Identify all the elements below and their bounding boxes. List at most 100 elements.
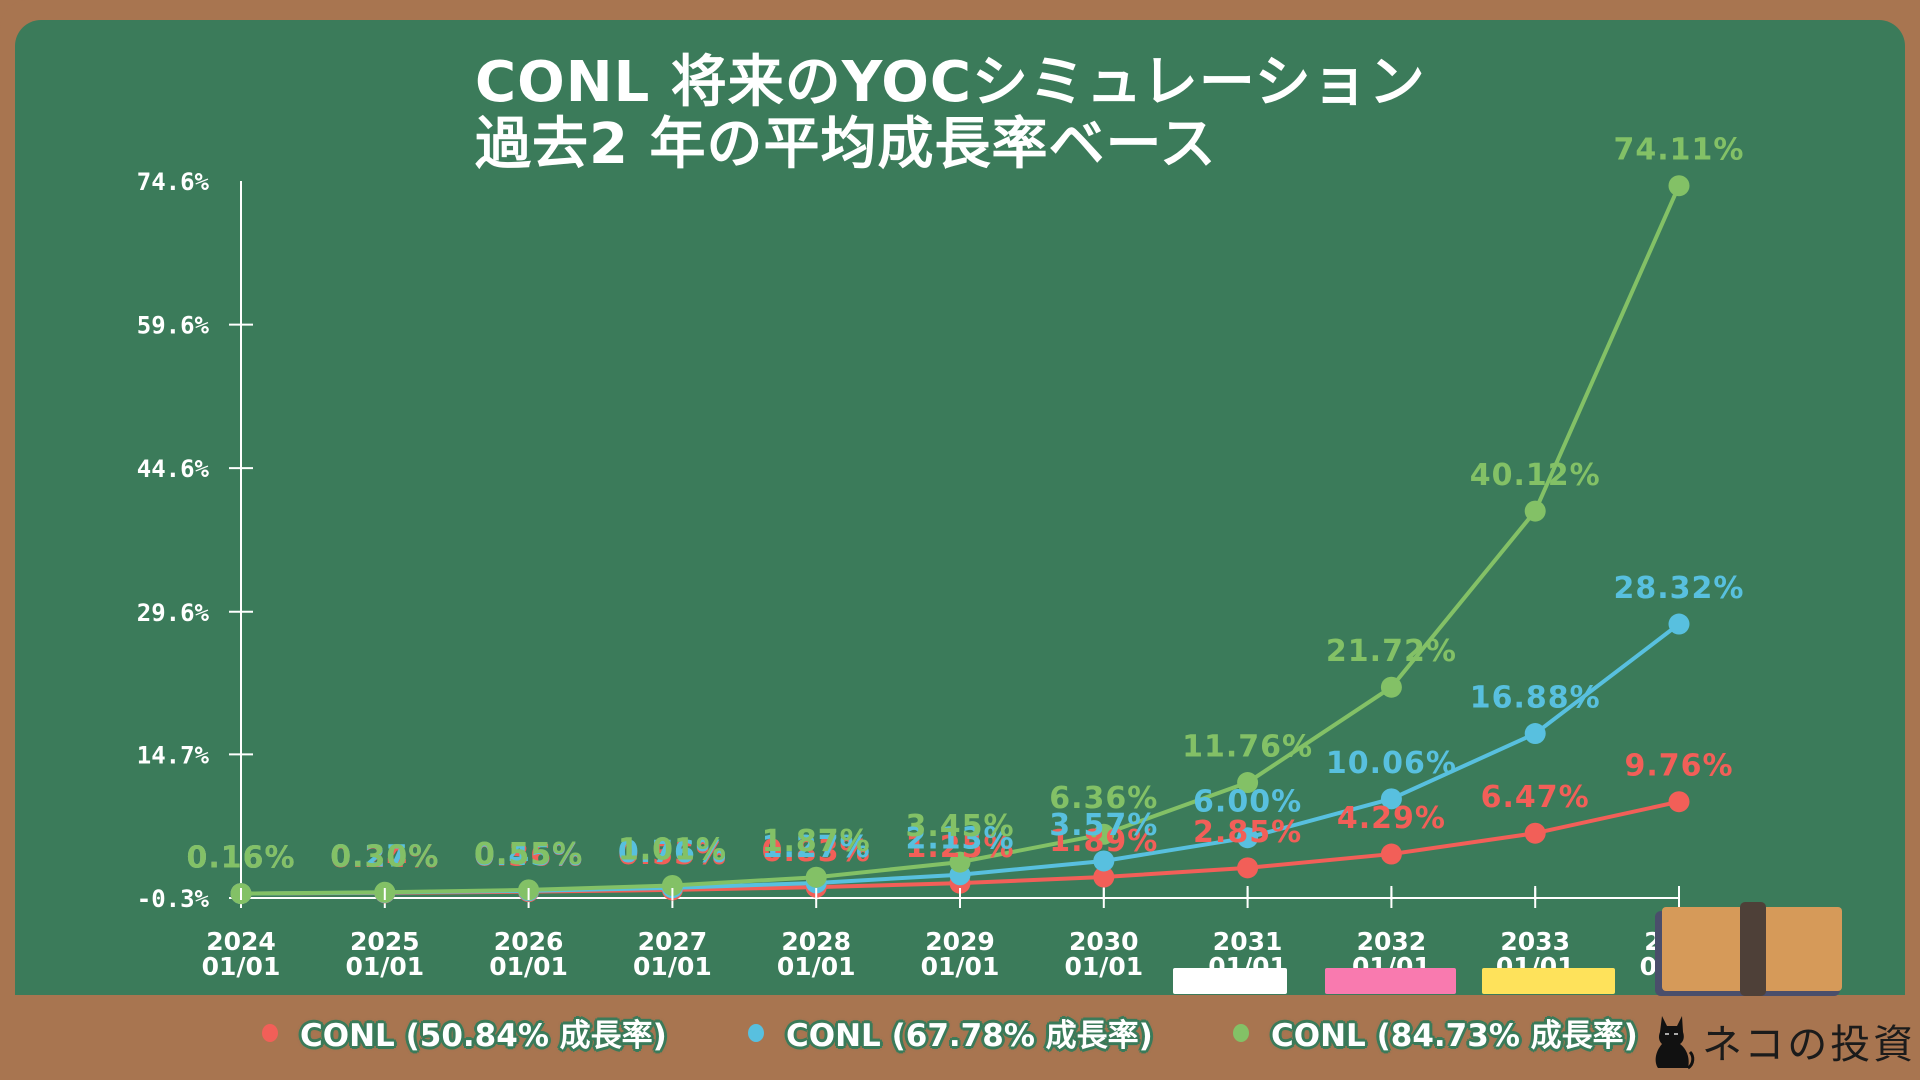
chart-series (230, 175, 1690, 905)
x-tick-label-date: 01/01 (202, 952, 281, 981)
data-point[interactable] (1380, 843, 1402, 865)
data-label: 6.47% (1481, 780, 1590, 815)
legend-item-blue[interactable]: CONL (67.78% 成長率) (748, 1010, 1153, 1055)
legend-dot-icon (262, 1023, 278, 1042)
data-label: 0.16% (186, 841, 295, 876)
data-label: 0.24% (330, 840, 439, 875)
data-label: 0.83% (762, 834, 871, 869)
y-tick-label: -0.3% (137, 885, 210, 913)
data-label: 6.36% (1049, 781, 1158, 816)
legend-label: CONL (67.78% 成長率) (786, 1018, 1153, 1054)
data-label: 0.76% (618, 835, 727, 870)
x-tick-label-year: 2033 (1500, 927, 1570, 956)
chalkboard (15, 20, 1905, 995)
data-point[interactable] (1237, 772, 1259, 794)
legend-item-green[interactable]: CONL (84.73% 成長率) (1233, 1010, 1638, 1055)
legend-dot-icon (748, 1023, 764, 1042)
x-tick-label-date: 01/01 (489, 952, 568, 981)
data-label: 3.45% (905, 809, 1014, 844)
data-point[interactable] (805, 866, 827, 888)
brand-logo: ネコの投資 (1650, 1012, 1916, 1070)
data-label: 0.36% (474, 839, 583, 874)
x-tick-label-year: 2024 (206, 927, 276, 956)
chart-title: CONL 将来のYOCシミュレーション 過去2 年の平均成長率ベース (475, 52, 1426, 176)
data-label: 1.27% (762, 830, 871, 865)
y-tick-label: 59.6% (137, 312, 210, 340)
data-label: 1.87% (762, 824, 871, 859)
data-point[interactable] (1524, 822, 1546, 844)
x-tick-label-date: 01/01 (345, 952, 424, 981)
data-label: 16.88% (1470, 681, 1601, 716)
chart-title-line1: CONL 将来のYOCシミュレーション (475, 50, 1426, 115)
data-label: 28.32% (1614, 571, 1745, 606)
data-point[interactable] (1668, 175, 1690, 197)
data-point[interactable] (1668, 613, 1690, 635)
data-point[interactable] (1380, 788, 1402, 810)
data-point[interactable] (1093, 823, 1115, 845)
x-tick-label-year: 2032 (1357, 927, 1427, 956)
y-tick-label: 29.6% (137, 599, 210, 627)
book-band (1740, 902, 1766, 996)
black-cat-icon (1655, 1016, 1695, 1070)
book-decoration (1655, 902, 1842, 996)
data-label: 0.55% (474, 837, 583, 872)
y-tick-label: 44.6% (137, 455, 210, 483)
data-point[interactable] (1524, 723, 1546, 745)
data-label: 0.27% (330, 840, 439, 875)
legend-label: CONL (84.73% 成長率) (1271, 1018, 1638, 1054)
data-label: 11.76% (1182, 730, 1313, 765)
x-tick-label-year: 2029 (925, 927, 995, 956)
data-label: 9.76% (1624, 749, 1733, 784)
series-line (240, 184, 1681, 896)
y-tick-label: 74.6% (137, 168, 210, 196)
chalk-yellow (1482, 968, 1615, 994)
data-label: 6.00% (1193, 785, 1302, 820)
x-tick-label-date: 01/01 (921, 952, 1000, 981)
data-label: 0.55% (618, 837, 727, 872)
data-point[interactable] (949, 851, 971, 873)
data-point[interactable] (1237, 857, 1259, 879)
data-point[interactable] (1093, 866, 1115, 888)
x-tick-label-year: 2026 (494, 927, 564, 956)
chalk-pink (1325, 968, 1456, 994)
y-tick-label: 14.7% (137, 741, 210, 769)
data-labels: 0.16% 0.24% 0.36% 0.55% 0.83% 1.25% 1.89% 2.85%… (186, 133, 1745, 876)
data-label: 0.16% (186, 841, 295, 876)
data-label: 0.30% (330, 839, 439, 874)
data-point[interactable] (1093, 850, 1115, 872)
data-label: 40.12% (1470, 458, 1601, 493)
chart-legend: CONL (50.84% 成長率) CONL (67.78% 成長率) CONL… (0, 1010, 1920, 1060)
legend-item-red[interactable]: CONL (50.84% 成長率) (262, 1010, 667, 1055)
x-tick-label-date: 01/01 (1064, 952, 1143, 981)
chart-title-line2: 過去2 年の平均成長率ベース (475, 112, 1217, 177)
data-label: 2.85% (1193, 815, 1302, 850)
data-label: 1.25% (905, 830, 1014, 865)
data-label: 21.72% (1326, 634, 1457, 669)
data-label: 2.13% (905, 822, 1014, 857)
data-label: 1.89% (1049, 824, 1158, 859)
data-label: 10.06% (1326, 746, 1457, 781)
x-tick-label-date: 01/01 (777, 952, 856, 981)
data-point[interactable] (1668, 791, 1690, 813)
x-tick-label-year: 2031 (1213, 927, 1283, 956)
data-point[interactable] (1237, 827, 1259, 849)
data-label: 0.16% (186, 841, 295, 876)
legend-dot-icon (1233, 1023, 1249, 1042)
chalk-white (1173, 968, 1287, 994)
data-label: 0.45% (474, 838, 583, 873)
brand-text: ネコの投資 (1702, 1022, 1917, 1068)
data-label: 3.57% (1049, 808, 1158, 843)
legend-label: CONL (50.84% 成長率) (300, 1018, 667, 1054)
data-label: 4.29% (1337, 801, 1446, 836)
data-point[interactable] (1524, 500, 1546, 522)
x-tick-label-year: 2025 (350, 927, 420, 956)
x-tick-label-year: 2027 (638, 927, 708, 956)
data-label: 74.11% (1614, 133, 1745, 168)
data-label: 1.01% (618, 832, 727, 867)
x-tick-label-year: 2030 (1069, 927, 1139, 956)
data-point[interactable] (1380, 676, 1402, 698)
x-tick-label-date: 01/01 (633, 952, 712, 981)
data-point[interactable] (661, 874, 683, 896)
x-tick-label-year: 2028 (781, 927, 851, 956)
